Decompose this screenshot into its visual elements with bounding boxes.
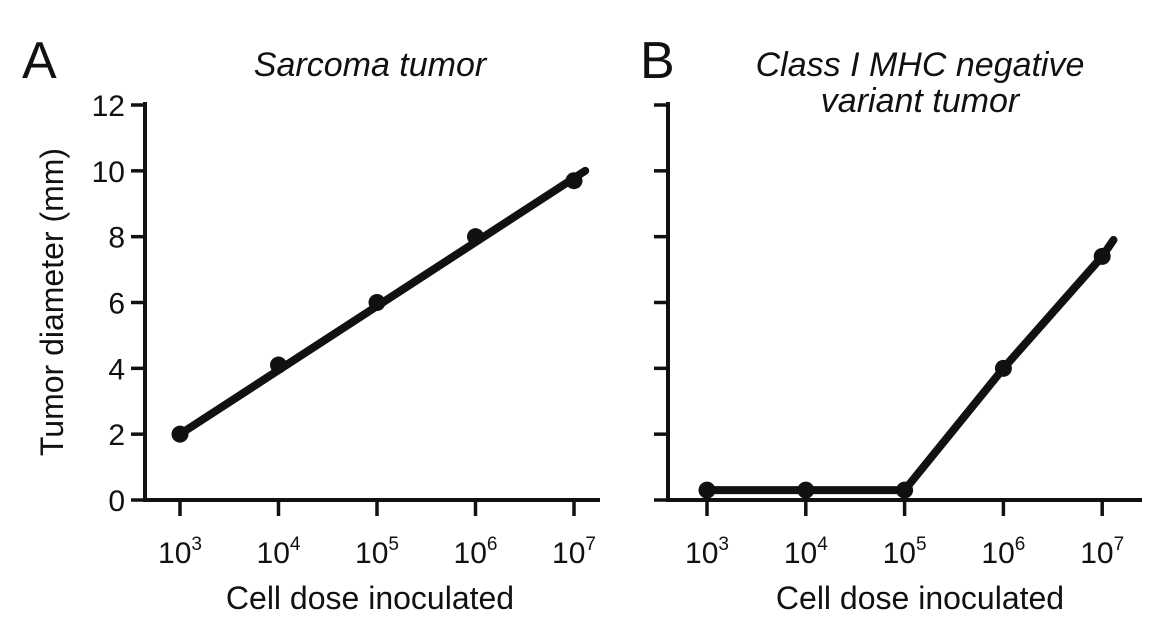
panel-b-data-point (698, 481, 716, 499)
panel-a-y-tick-label: 4 (108, 353, 125, 386)
panel-a-title: Sarcoma tumor (254, 46, 488, 84)
panel-a-x-axis-label: Cell dose inoculated (226, 580, 514, 616)
panel-a: A Sarcoma tumor Tumor diameter (mm) Cell… (22, 32, 600, 616)
panel-b: B Class I MHC negative variant tumor Cel… (640, 32, 1142, 616)
panel-a-y-tick-label: 0 (108, 485, 125, 518)
panel-a-y-tick-label: 6 (108, 288, 125, 321)
panel-b-series-line (703, 235, 1118, 495)
panel-b-x-axis-label: Cell dose inoculated (776, 580, 1064, 616)
panel-a-data-point (565, 172, 583, 190)
panel-a-x-tick-label: 105 (355, 534, 399, 570)
panel-b-x-tick-label: 105 (883, 534, 927, 570)
panel-a-y-axis-label: Tumor diameter (mm) (34, 148, 70, 456)
panel-a-y-tick-label: 10 (92, 156, 125, 189)
panel-b-letter: B (640, 32, 675, 90)
panel-a-letter: A (22, 32, 57, 90)
panel-a-x-tick-label: 106 (454, 534, 498, 570)
panel-b-data-point (1093, 247, 1111, 265)
panel-b-x-tick-label: 104 (784, 534, 828, 570)
panel-a-x-tick-label: 107 (552, 534, 596, 570)
panel-a-y-tick-label: 8 (108, 222, 125, 255)
panel-a-y-tick-label: 12 (92, 90, 125, 123)
panel-b-title-line-2: variant tumor (821, 82, 1021, 120)
panel-b-x-tick-label: 107 (1080, 534, 1124, 570)
panel-a-x-tick-label: 104 (257, 534, 301, 570)
panel-a-y-tick-label: 2 (108, 419, 125, 452)
panel-b-data-point (896, 481, 914, 499)
panel-b-x-tick-label: 103 (685, 534, 729, 570)
panel-a-data-point (467, 228, 484, 246)
panel-b-x-tick-label: 106 (981, 534, 1025, 570)
panel-a-data-point (171, 425, 189, 443)
panel-a-data-point (368, 294, 386, 311)
panel-a-data-point (270, 356, 287, 374)
panel-b-title-line-1: Class I MHC negative (756, 46, 1085, 84)
panel-b-data-point (797, 481, 815, 499)
panel-a-x-tick-label: 103 (158, 534, 202, 570)
panel-b-data-point (994, 359, 1012, 377)
